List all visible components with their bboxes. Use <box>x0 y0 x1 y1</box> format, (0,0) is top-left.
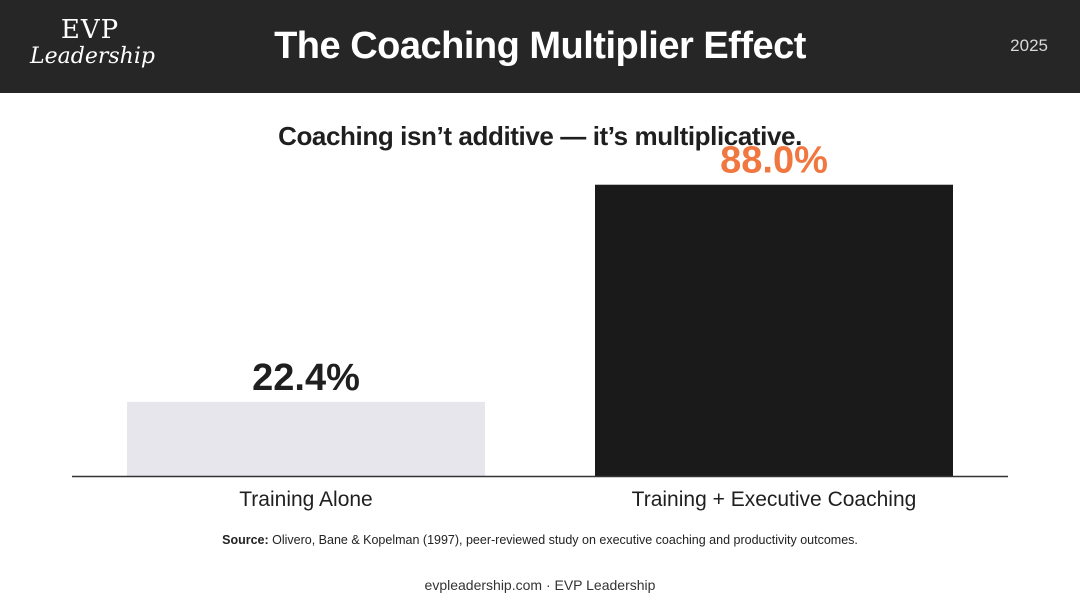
page-title: The Coaching Multiplier Effect <box>274 25 806 67</box>
year-label: 2025 <box>1010 36 1048 55</box>
footer-text: evpleadership.com · EVP Leadership <box>424 577 656 593</box>
header-bar: EVP Leadership The Coaching Multiplier E… <box>0 0 1080 93</box>
logo-bottom-text: Leadership <box>30 44 155 69</box>
x-tick-label: Training Alone <box>239 488 372 511</box>
chart-subtitle: Coaching isn’t additive — it’s multiplic… <box>278 121 802 151</box>
bar-value-label: 22.4% <box>252 357 360 399</box>
bar-value-label: 88.0% <box>720 140 828 182</box>
source-label: Source: <box>222 533 269 547</box>
bar <box>595 184 953 476</box>
source-note: Source: Olivero, Bane & Kopelman (1997),… <box>0 533 1080 547</box>
source-text: Olivero, Bane & Kopelman (1997), peer-re… <box>268 533 858 547</box>
bar <box>127 401 485 476</box>
x-tick-label: Training + Executive Coaching <box>632 488 917 511</box>
brand-logo: EVP Leadership <box>30 15 155 70</box>
logo-top-text: EVP <box>60 15 120 45</box>
